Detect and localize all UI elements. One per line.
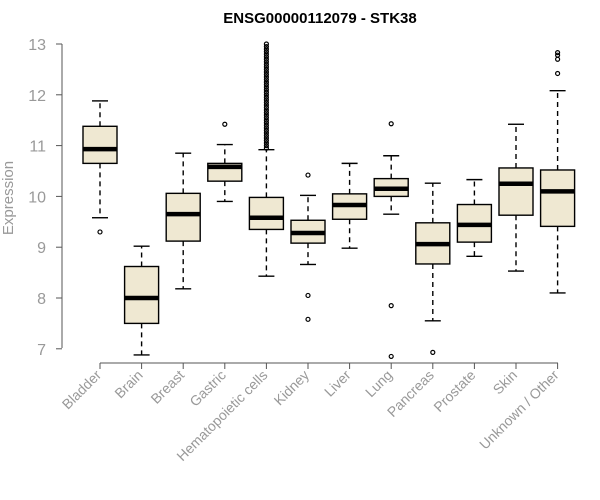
box-lung [373, 121, 409, 360]
outlier-point [263, 89, 269, 95]
outlier-point [263, 145, 269, 151]
outlier-point [263, 140, 269, 146]
y-tick-label: 7 [37, 342, 46, 359]
box-series [82, 41, 576, 360]
box-prostate [456, 178, 493, 258]
x-tick-label: Skin [490, 367, 521, 398]
box-skin [498, 123, 534, 272]
y-tick-label: 10 [28, 189, 46, 206]
box-breast [165, 152, 201, 290]
iqr-box [123, 265, 160, 325]
outlier-point [263, 87, 269, 93]
outlier-point [263, 104, 269, 111]
outlier-point [263, 43, 269, 50]
outlier-point [263, 94, 269, 100]
y-axis-ticks: 7 8 9 10 11 12 13 [28, 37, 62, 359]
y-tick-label: 9 [37, 240, 46, 257]
outlier-point [263, 120, 269, 126]
iqr-box [165, 192, 201, 242]
outlier-point [263, 59, 269, 65]
outlier-point [263, 66, 269, 73]
outlier-point [263, 97, 269, 103]
outlier-point [554, 52, 561, 58]
outlier-point [263, 137, 269, 144]
outlier-point [263, 76, 269, 83]
outlier-point [263, 125, 269, 131]
outlier-point [263, 130, 269, 136]
x-tick-label: Liver [321, 367, 354, 400]
outlier-point [263, 122, 269, 128]
box-liver [331, 162, 368, 249]
y-tick-label: 12 [28, 88, 46, 105]
outlier-point [263, 51, 269, 57]
outlier-point [263, 79, 269, 85]
box-unknown-other [539, 50, 576, 294]
y-axis-label: Expression [0, 161, 17, 235]
outlier-point [263, 92, 269, 98]
x-tick-label: Kidney [271, 367, 313, 409]
outlier-point [222, 121, 228, 127]
outlier-point [388, 353, 394, 360]
outlier-point [430, 349, 436, 355]
outlier-point [263, 112, 269, 118]
x-tick-label: Breast [147, 367, 187, 407]
iqr-box [82, 125, 118, 165]
outlier-point [263, 56, 269, 62]
iqr-box [498, 167, 534, 216]
outlier-point [97, 229, 103, 235]
outlier-point [263, 135, 269, 141]
outlier-point [554, 70, 561, 77]
outlier-point [263, 127, 269, 133]
box-bladder [82, 100, 118, 235]
chart-title: ENSG00000112079 - STK38 [223, 10, 416, 27]
outlier-point [305, 316, 311, 322]
iqr-box [539, 169, 576, 228]
outlier-point [263, 41, 269, 47]
outlier-point [263, 82, 269, 88]
x-tick-label: Unknown / Other [476, 367, 562, 453]
outlier-point [263, 99, 269, 106]
outlier-point [388, 121, 394, 127]
outlier-point [305, 292, 311, 299]
outlier-point [263, 132, 269, 139]
outlier-point [263, 109, 269, 116]
box-brain [123, 245, 160, 356]
box-pancreas [415, 182, 451, 355]
outlier-point [263, 107, 269, 113]
box-gastric [207, 121, 243, 203]
outlier-point [305, 172, 311, 178]
x-tick-label: Lung [362, 367, 395, 400]
outlier-point [263, 84, 269, 90]
outlier-point [388, 303, 394, 309]
iqr-box [248, 196, 285, 231]
outlier-point [263, 115, 269, 121]
y-tick-label: 13 [28, 37, 46, 54]
y-tick-label: 8 [37, 291, 46, 308]
outlier-point [554, 50, 561, 56]
outlier-point [263, 49, 269, 55]
outlier-point [554, 56, 561, 62]
outlier-point [263, 64, 269, 70]
outlier-point [263, 74, 269, 80]
outlier-point [263, 69, 269, 75]
outlier-point [263, 143, 269, 149]
x-tick-label: Bladder [59, 367, 105, 413]
outlier-point [263, 71, 269, 78]
outlier-point [263, 102, 269, 108]
y-tick-label: 11 [29, 139, 46, 156]
outlier-point [263, 46, 269, 52]
box-kidney [290, 172, 326, 322]
box-hematopoietic-cells [248, 41, 285, 277]
x-tick-label: Brain [111, 367, 145, 401]
outlier-point [263, 117, 269, 123]
x-tick-label: Prostate [430, 367, 478, 415]
outlier-point [263, 54, 269, 60]
outlier-point [263, 61, 269, 67]
